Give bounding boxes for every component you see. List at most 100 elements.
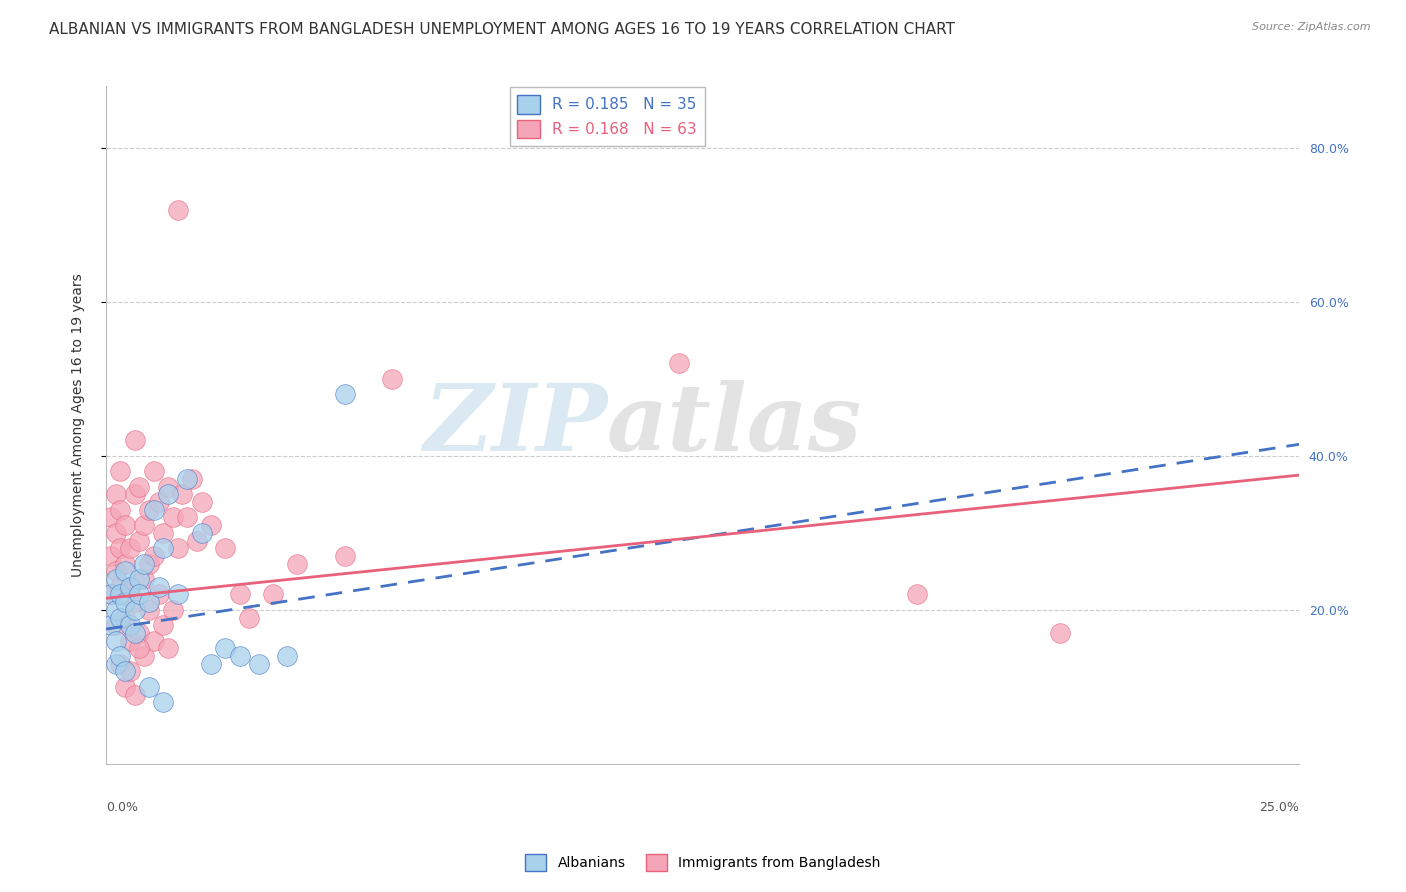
- Point: [124, 595, 146, 609]
- Point: [110, 502, 132, 516]
- Point: [152, 695, 174, 709]
- Point: [100, 587, 122, 601]
- Point: [100, 587, 122, 601]
- Point: [114, 518, 136, 533]
- Point: [668, 356, 690, 370]
- Point: [104, 572, 127, 586]
- Point: [104, 487, 127, 501]
- Point: [114, 665, 136, 679]
- Point: [142, 549, 165, 563]
- Point: [142, 464, 165, 478]
- Point: [128, 480, 150, 494]
- Point: [100, 510, 122, 524]
- Point: [138, 603, 160, 617]
- Point: [148, 580, 170, 594]
- Point: [285, 557, 308, 571]
- Point: [114, 595, 136, 609]
- Point: [134, 648, 156, 663]
- Point: [104, 618, 127, 632]
- Point: [142, 633, 165, 648]
- Point: [110, 648, 132, 663]
- Point: [166, 587, 188, 601]
- Point: [104, 525, 127, 540]
- Point: [142, 502, 165, 516]
- Point: [186, 533, 208, 548]
- Point: [118, 541, 141, 556]
- Point: [114, 565, 136, 579]
- Point: [152, 618, 174, 632]
- Point: [138, 595, 160, 609]
- Point: [110, 610, 132, 624]
- Point: [118, 580, 141, 594]
- Point: [134, 572, 156, 586]
- Point: [134, 518, 156, 533]
- Point: [128, 587, 150, 601]
- Y-axis label: Unemployment Among Ages 16 to 19 years: Unemployment Among Ages 16 to 19 years: [72, 273, 86, 577]
- Point: [157, 641, 180, 656]
- Point: [104, 633, 127, 648]
- Point: [114, 610, 136, 624]
- Point: [262, 587, 284, 601]
- Point: [214, 541, 236, 556]
- Text: ALBANIAN VS IMMIGRANTS FROM BANGLADESH UNEMPLOYMENT AMONG AGES 16 TO 19 YEARS CO: ALBANIAN VS IMMIGRANTS FROM BANGLADESH U…: [49, 22, 955, 37]
- Point: [114, 557, 136, 571]
- Point: [148, 495, 170, 509]
- Point: [247, 657, 270, 671]
- Point: [114, 680, 136, 694]
- Text: 0.0%: 0.0%: [105, 801, 138, 814]
- Point: [128, 572, 150, 586]
- Legend: R = 0.185   N = 35, R = 0.168   N = 63: R = 0.185 N = 35, R = 0.168 N = 63: [509, 87, 704, 146]
- Text: Source: ZipAtlas.com: Source: ZipAtlas.com: [1253, 22, 1371, 32]
- Point: [172, 487, 194, 501]
- Point: [124, 626, 146, 640]
- Point: [104, 657, 127, 671]
- Point: [238, 610, 260, 624]
- Point: [138, 502, 160, 516]
- Text: ZIP: ZIP: [423, 380, 607, 470]
- Point: [124, 487, 146, 501]
- Point: [118, 633, 141, 648]
- Point: [162, 603, 184, 617]
- Point: [176, 510, 198, 524]
- Point: [157, 487, 180, 501]
- Point: [333, 387, 356, 401]
- Point: [381, 372, 404, 386]
- Point: [110, 587, 132, 601]
- Point: [1049, 626, 1071, 640]
- Point: [214, 641, 236, 656]
- Point: [118, 580, 141, 594]
- Point: [134, 557, 156, 571]
- Point: [104, 565, 127, 579]
- Point: [128, 533, 150, 548]
- Point: [110, 464, 132, 478]
- Point: [152, 541, 174, 556]
- Point: [190, 495, 212, 509]
- Point: [110, 580, 132, 594]
- Point: [228, 587, 250, 601]
- Point: [110, 657, 132, 671]
- Point: [128, 641, 150, 656]
- Point: [152, 525, 174, 540]
- Point: [200, 657, 222, 671]
- Point: [104, 603, 127, 617]
- Point: [118, 665, 141, 679]
- Point: [138, 680, 160, 694]
- Text: 25.0%: 25.0%: [1260, 801, 1299, 814]
- Point: [190, 525, 212, 540]
- Point: [200, 518, 222, 533]
- Point: [905, 587, 928, 601]
- Point: [124, 434, 146, 448]
- Point: [148, 587, 170, 601]
- Legend: Albanians, Immigrants from Bangladesh: Albanians, Immigrants from Bangladesh: [520, 848, 886, 876]
- Text: atlas: atlas: [607, 380, 862, 470]
- Point: [124, 603, 146, 617]
- Point: [100, 549, 122, 563]
- Point: [124, 688, 146, 702]
- Point: [166, 541, 188, 556]
- Point: [228, 648, 250, 663]
- Point: [128, 626, 150, 640]
- Point: [118, 618, 141, 632]
- Point: [333, 549, 356, 563]
- Point: [110, 541, 132, 556]
- Point: [176, 472, 198, 486]
